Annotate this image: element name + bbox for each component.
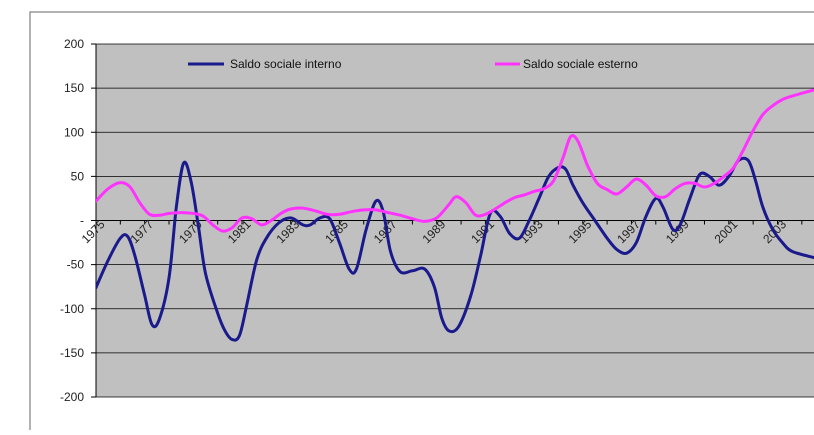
y-tick-label: 150: [64, 81, 84, 95]
legend-label: Saldo sociale interno: [230, 57, 342, 71]
legend-label: Saldo sociale esterno: [523, 57, 638, 71]
y-tick-label: -150: [60, 346, 84, 360]
y-tick-label: -50: [67, 258, 85, 272]
y-axis: 200 150 100 50 - -50 -100 -150 -200: [60, 37, 97, 404]
series-lines: [96, 88, 814, 342]
chart-border: [29, 11, 814, 435]
y-tick-label: 50: [71, 169, 85, 183]
legend: Saldo sociale interno Saldo sociale ester…: [188, 57, 638, 71]
series-line-interno: [96, 156, 814, 342]
y-tick-label: 200: [64, 37, 84, 51]
series-line-esterno: [96, 88, 814, 233]
y-tick-label: -200: [60, 390, 84, 404]
y-tick-label: -: [80, 214, 84, 228]
y-tick-label: -100: [60, 302, 84, 316]
y-tick-label: 100: [64, 125, 84, 139]
